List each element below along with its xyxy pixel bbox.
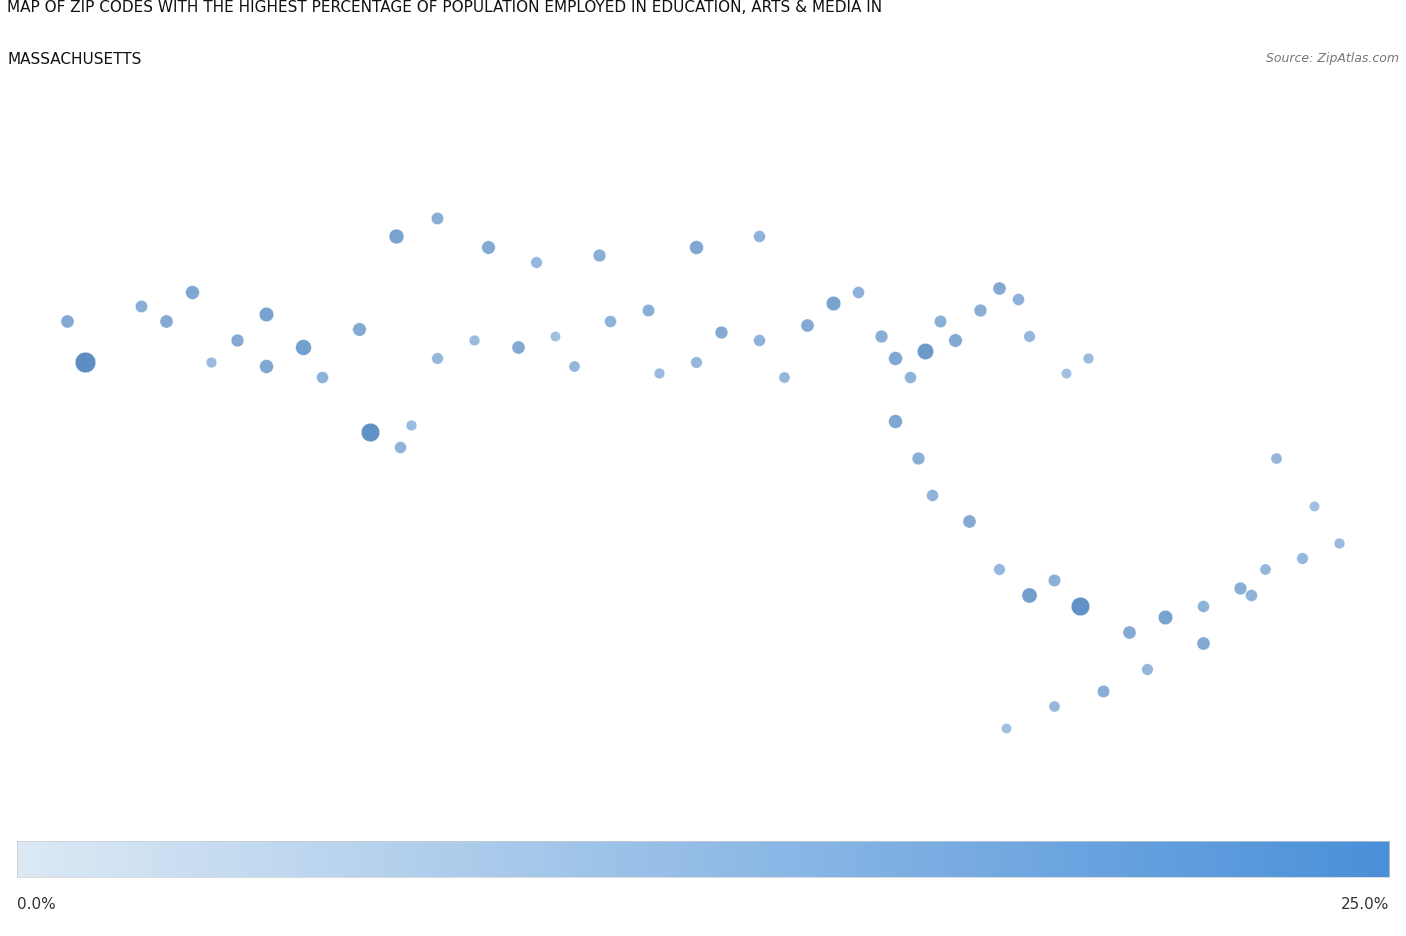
Text: MAP OF ZIP CODES WITH THE HIGHEST PERCENTAGE OF POPULATION EMPLOYED IN EDUCATION: MAP OF ZIP CODES WITH THE HIGHEST PERCEN…: [7, 0, 882, 15]
Point: [1091, 684, 1114, 699]
Point: [1329, 536, 1351, 551]
Point: [463, 333, 485, 348]
Point: [914, 344, 936, 358]
Point: [796, 318, 818, 333]
Point: [399, 417, 422, 432]
Point: [388, 440, 411, 455]
Point: [710, 326, 733, 341]
Point: [1302, 499, 1324, 514]
Point: [995, 721, 1018, 736]
Point: [685, 241, 707, 256]
Point: [1136, 662, 1159, 677]
Point: [884, 415, 907, 430]
Point: [747, 333, 769, 348]
Point: [988, 281, 1011, 296]
Point: [988, 562, 1011, 577]
Point: [254, 307, 277, 322]
Point: [1191, 599, 1213, 614]
Point: [588, 248, 610, 263]
Point: [1043, 573, 1066, 588]
Point: [426, 211, 449, 226]
Point: [129, 300, 152, 314]
Point: [1077, 351, 1099, 366]
Point: [1118, 625, 1140, 640]
Point: [1239, 588, 1261, 603]
Point: [928, 314, 950, 329]
Point: [1043, 699, 1066, 714]
Point: [773, 370, 796, 385]
Point: [1069, 599, 1091, 614]
Point: [477, 241, 499, 256]
Point: [921, 488, 943, 503]
Point: [647, 366, 669, 381]
Point: [747, 229, 769, 244]
Point: [685, 355, 707, 370]
Point: [943, 333, 966, 348]
Point: [1229, 580, 1251, 595]
Point: [1154, 610, 1177, 625]
Point: [544, 329, 567, 344]
Text: MASSACHUSETTS: MASSACHUSETTS: [7, 51, 142, 66]
Point: [898, 370, 921, 385]
Point: [1054, 366, 1077, 381]
Point: [848, 285, 870, 300]
Point: [637, 303, 659, 318]
Point: [869, 329, 891, 344]
Point: [526, 256, 548, 271]
Point: [311, 370, 333, 385]
Text: Source: ZipAtlas.com: Source: ZipAtlas.com: [1265, 51, 1399, 65]
Point: [821, 296, 844, 311]
Point: [1018, 588, 1040, 603]
Point: [1007, 292, 1029, 307]
Point: [1291, 551, 1313, 566]
Point: [1191, 636, 1213, 651]
Point: [426, 351, 449, 366]
Point: [957, 514, 980, 529]
Point: [562, 358, 585, 373]
Point: [599, 314, 621, 329]
Point: [506, 341, 529, 356]
Point: [1018, 329, 1040, 344]
Point: [55, 314, 77, 329]
Point: [155, 314, 177, 329]
Point: [1254, 562, 1277, 577]
Point: [200, 355, 222, 370]
Text: 25.0%: 25.0%: [1341, 896, 1389, 911]
Point: [254, 358, 277, 373]
Point: [969, 303, 991, 318]
Point: [385, 229, 408, 244]
Point: [75, 355, 97, 370]
Point: [359, 425, 381, 440]
Text: 0.0%: 0.0%: [17, 896, 56, 911]
Point: [225, 333, 247, 348]
Point: [884, 351, 907, 366]
Point: [347, 322, 370, 337]
Point: [292, 341, 315, 356]
Point: [907, 451, 929, 466]
Point: [1265, 451, 1288, 466]
Point: [181, 285, 204, 300]
